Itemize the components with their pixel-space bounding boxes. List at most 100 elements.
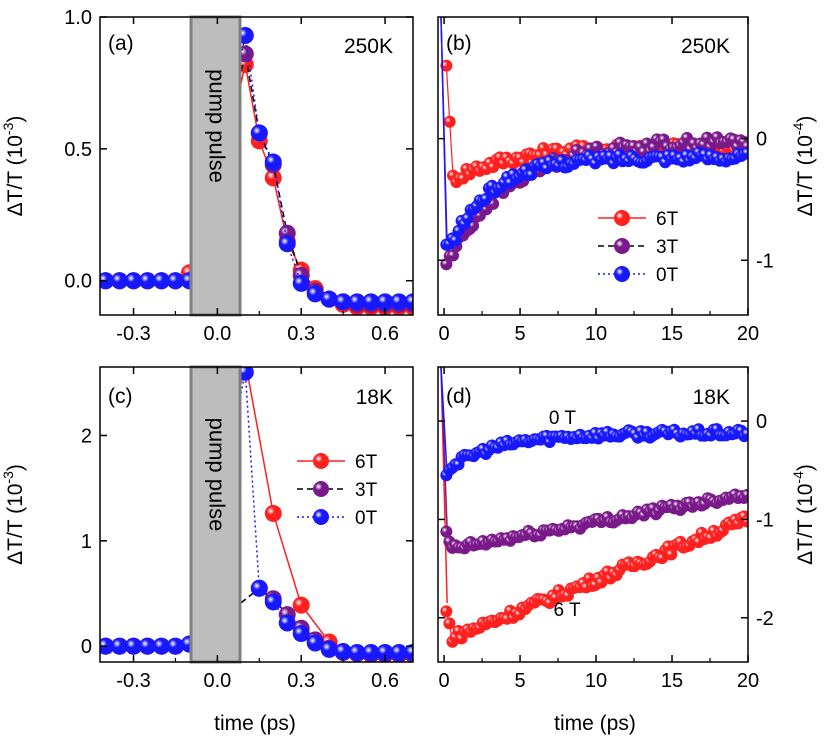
data-point	[313, 481, 329, 497]
data-point	[166, 637, 184, 655]
data-point	[404, 644, 413, 662]
series-line	[105, 35, 413, 303]
y-tick-label: 0.0	[64, 271, 92, 293]
data-point	[447, 249, 460, 262]
data-point	[111, 272, 129, 290]
legend-label: 3T	[656, 237, 679, 258]
data-point	[152, 637, 170, 655]
series-line	[105, 372, 413, 654]
data-point	[440, 525, 453, 538]
x-tick-label: 0	[439, 670, 450, 692]
y-tick-label: -1	[756, 509, 774, 531]
pump-pulse-box: pump pulse	[189, 15, 242, 317]
data-point	[139, 637, 157, 655]
plot-area	[100, 26, 413, 315]
legend-label: 3T	[355, 480, 378, 501]
data-point	[449, 234, 462, 247]
data-point	[741, 488, 748, 501]
temperature-label: 18K	[356, 386, 393, 409]
x-axis-label-right: time (ps)	[554, 712, 636, 735]
x-tick-label: 5	[514, 323, 525, 345]
series-annotation: 6 T	[553, 600, 581, 621]
pump-pulse-label: pump pulse	[205, 418, 230, 532]
y-tick-label: 1	[81, 531, 92, 553]
data-point	[479, 192, 492, 205]
legend-label: 0T	[656, 265, 679, 286]
data-point	[278, 614, 296, 632]
data-point	[404, 293, 413, 311]
pump-pulse-label: pump pulse	[205, 69, 230, 183]
x-tick-label: 10	[585, 323, 607, 345]
data-point	[440, 605, 453, 618]
axes-frame	[99, 366, 414, 663]
legend-label: 6T	[355, 452, 378, 473]
x-tick-label: -0.3	[116, 670, 150, 692]
data-point	[264, 153, 282, 171]
y-axis-label: ΔT/T (10-3)	[0, 116, 27, 217]
data-point	[320, 640, 338, 658]
data-point	[250, 579, 268, 597]
x-tick-label: 0.0	[203, 323, 231, 345]
plot-area	[440, 17, 748, 271]
y-tick-label: -1	[756, 250, 774, 272]
x-tick-label: 15	[661, 323, 683, 345]
data-point	[111, 637, 129, 655]
data-point	[292, 596, 310, 614]
axes-frame	[99, 16, 414, 316]
y-tick-label: 2	[81, 425, 92, 447]
x-tick-label: 0.6	[371, 323, 399, 345]
legend: 6T 3T 0T	[598, 209, 679, 286]
data-point	[741, 515, 748, 528]
temperature-label: 18K	[693, 386, 730, 409]
y-tick-label: -2	[756, 608, 774, 630]
data-point	[313, 509, 329, 525]
x-tick-label: 0	[439, 323, 450, 345]
panel-tag: (d)	[446, 385, 472, 408]
y-axis-label: ΔT/T (10-4)	[790, 116, 817, 217]
y-axis-label: ΔT/T (10-4)	[790, 464, 817, 565]
data-point	[348, 644, 366, 662]
data-point	[292, 625, 310, 643]
data-point	[376, 644, 394, 662]
data-point	[614, 266, 630, 282]
x-axis-label-left: time (ps)	[214, 712, 296, 735]
panel-c: pump pulse -0.3 0.0 0.3 0.6 0 1 2 ΔT/T (10-3) (c)…	[0, 365, 414, 692]
panel-tag: (c)	[108, 385, 133, 408]
legend-label: 0T	[355, 508, 378, 529]
data-point	[362, 644, 380, 662]
legend-label: 6T	[656, 209, 679, 230]
series-line	[440, 17, 448, 249]
y-tick-label: 0	[756, 129, 767, 151]
y-tick-label: 1.0	[64, 7, 92, 29]
data-point	[741, 427, 748, 440]
series-6T	[440, 367, 748, 648]
data-point	[166, 272, 184, 290]
x-tick-label: 20	[737, 323, 759, 345]
plot-area	[440, 367, 748, 648]
y-tick-label: 0.5	[64, 139, 92, 161]
series-line	[105, 64, 413, 308]
data-point	[440, 59, 453, 72]
data-point	[278, 235, 296, 253]
data-point	[443, 617, 456, 630]
axes-frame	[437, 366, 749, 663]
series-3T	[440, 367, 748, 555]
axes-frame	[437, 16, 749, 316]
y-axis-label: ΔT/T (10-3)	[0, 464, 27, 565]
data-point	[334, 293, 352, 311]
data-point	[443, 115, 456, 128]
data-point	[334, 642, 352, 660]
data-point	[250, 124, 268, 142]
series-annotation: 0 T	[549, 408, 577, 429]
data-point	[100, 637, 115, 655]
x-tick-label: -0.3	[116, 323, 150, 345]
x-tick-label: 0.3	[287, 670, 315, 692]
data-point	[362, 293, 380, 311]
panel-b: 0 5 10 15 20 -1 0 ΔT/T (10-4) (b) 250K 6T 3T 0T	[437, 16, 817, 345]
data-point	[125, 272, 143, 290]
data-point	[614, 210, 630, 226]
temperature-label: 250K	[344, 35, 393, 58]
data-point	[376, 293, 394, 311]
data-point	[125, 637, 143, 655]
